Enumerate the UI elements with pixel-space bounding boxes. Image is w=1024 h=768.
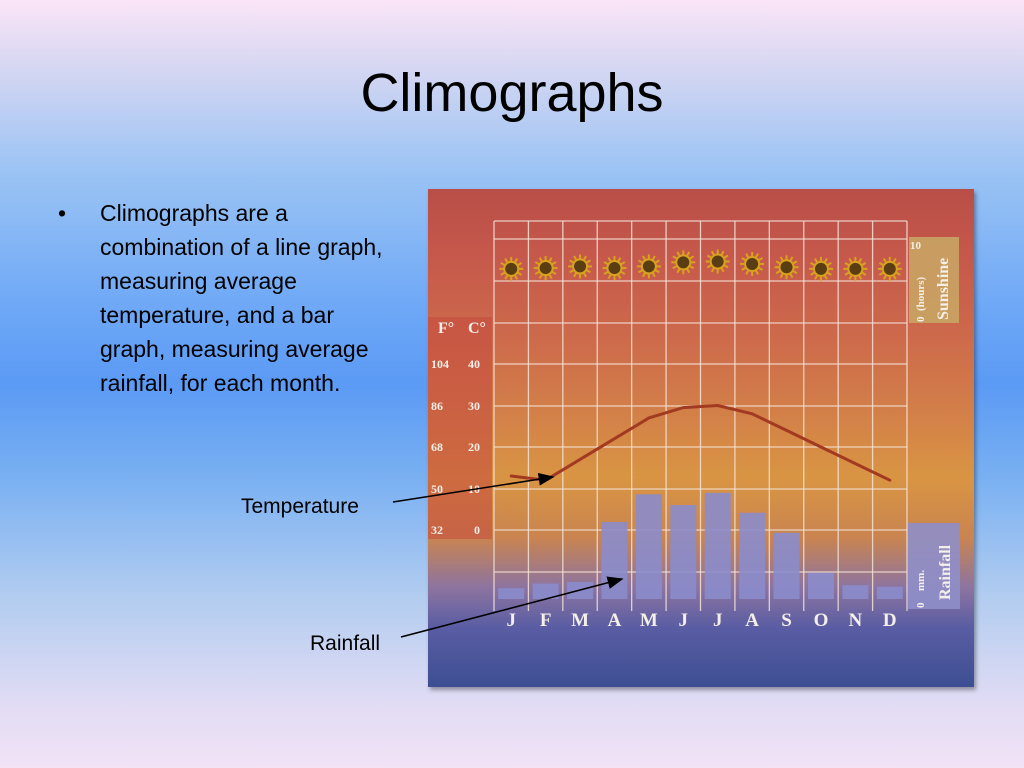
rainfall-panel (908, 523, 960, 609)
rainfall-bar (842, 585, 869, 599)
celsius-tick-label: 30 (468, 399, 480, 413)
slide-title: Climographs (360, 63, 664, 123)
sun-icon (606, 260, 623, 277)
sun-icon (675, 254, 692, 271)
sun-icon (537, 260, 554, 277)
fahrenheit-tick-label: 50 (431, 482, 443, 496)
sunshine-panel (909, 237, 959, 323)
sunshine-axis-title: Sunshine (935, 258, 952, 320)
bullet-list: • Climographs are a combination of a lin… (58, 196, 400, 400)
sun-icon (640, 258, 657, 275)
rainfall-bar (876, 586, 903, 599)
bullet-item: • Climographs are a combination of a lin… (58, 196, 400, 400)
month-label: A (745, 610, 759, 631)
month-label: M (571, 610, 589, 631)
celsius-tick-label: 20 (468, 440, 480, 454)
celsius-axis-title: C° (468, 320, 486, 337)
rainfall-bar (807, 572, 834, 599)
month-label: A (608, 610, 622, 631)
bullet-text: Climographs are a combination of a line … (100, 200, 383, 396)
rainfall-bar (670, 505, 697, 599)
month-label: O (814, 610, 829, 631)
sun-icon (503, 260, 520, 277)
celsius-tick-label: 40 (468, 357, 480, 371)
fahrenheit-tick-label: 32 (431, 523, 443, 537)
sun-icon (778, 259, 795, 276)
celsius-tick-label: 0 (474, 523, 480, 537)
month-label: J (713, 610, 723, 631)
fahrenheit-axis-title: F° (438, 320, 454, 337)
month-label: F (540, 610, 552, 631)
sun-icon (881, 260, 898, 277)
climograph-chart: F° C° 104 86 68 50 32 40 30 20 10 0 J F M A M J J A S O N D 10 0(… (428, 189, 974, 687)
rainfall-bar (635, 494, 662, 599)
rainfall-callout: Rainfall (310, 632, 381, 655)
sunshine-zero-label: 0 (915, 316, 927, 322)
rainfall-axis-title: Rainfall (937, 544, 954, 600)
month-label: M (640, 610, 658, 631)
fahrenheit-tick-label: 104 (431, 357, 449, 371)
rainfall-zero-label: 0 (915, 602, 927, 608)
rainfall-bar (567, 582, 594, 599)
temperature-callout: Temperature (241, 495, 359, 518)
rainfall-bar (532, 583, 559, 599)
sun-icon (744, 255, 761, 272)
celsius-tick-label: 10 (468, 482, 480, 496)
sun-icon (572, 258, 589, 275)
temperature-line (509, 404, 892, 482)
sun-icon (847, 260, 864, 277)
month-label: J (679, 610, 689, 631)
month-label: N (849, 610, 863, 631)
sunshine-unit-label: (hours) (915, 276, 927, 311)
sun-icon (812, 260, 829, 277)
month-label: J (506, 610, 515, 631)
rainfall-bar (498, 588, 525, 599)
rainfall-bar (704, 492, 731, 599)
bullet-marker: • (58, 200, 67, 226)
rainfall-unit-label: mm. (915, 570, 927, 591)
rainfall-bar (601, 522, 628, 599)
fahrenheit-tick-label: 68 (431, 440, 443, 454)
rainfall-bar (773, 532, 800, 599)
sun-icon (709, 253, 726, 270)
month-label: D (883, 610, 897, 631)
rainfall-bar (739, 512, 766, 599)
month-label: S (781, 610, 792, 631)
temperature-axis-background (428, 317, 492, 539)
sunshine-max-label: 10 (910, 240, 922, 252)
fahrenheit-tick-label: 86 (431, 399, 443, 413)
